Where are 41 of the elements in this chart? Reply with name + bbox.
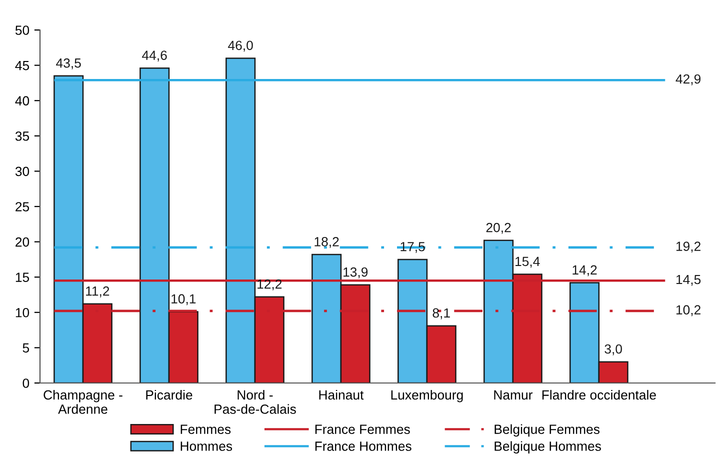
legend-label: France Hommes	[315, 442, 412, 451]
data-label: 13,9	[344, 267, 368, 278]
data-label: 8,1	[432, 308, 450, 320]
text: 10,2	[676, 305, 700, 316]
data-label: 11,2	[86, 286, 110, 298]
data-label: 20,2	[486, 222, 511, 234]
legend-label: Hommes	[180, 442, 232, 451]
y-tick-label: 0	[22, 378, 30, 388]
legend-label: Belgique Hommes	[494, 441, 601, 454]
data-label: 46,0	[228, 40, 253, 52]
legend-label: Femmes	[180, 424, 231, 434]
x-tick-label: Luxembourg	[391, 390, 463, 402]
data-label: 44,6	[142, 50, 167, 62]
x-tick-label: Champagne - Ardenne	[44, 390, 122, 414]
data-label: 15,4	[516, 256, 540, 268]
x-tick-label: Namur	[494, 390, 533, 400]
data-label: 12,2	[258, 279, 282, 290]
data-label: 43,5	[56, 58, 81, 70]
y-tick-label: 5	[22, 343, 30, 353]
y-tick-label: 50	[15, 26, 30, 35]
data-label: 3,0	[604, 344, 622, 356]
text: 14,5	[676, 274, 701, 286]
x-tick-label: Nord - Pas-de-Calais	[214, 390, 296, 414]
x-tick-label: Hainaut	[319, 390, 364, 400]
legend-label: France Femmes	[315, 424, 410, 434]
text: 42,9	[676, 74, 700, 86]
data-label: 14,2	[572, 265, 597, 276]
data-label: 10,1	[172, 294, 196, 306]
y-tick-label: 35	[15, 131, 30, 141]
y-tick-label: 10	[16, 308, 30, 318]
y-tick-label: 20	[16, 237, 30, 247]
y-tick-label: 30	[15, 166, 30, 176]
legend-label: Belgique Femmes	[494, 424, 600, 437]
x-tick-label: Flandre occidentale	[542, 390, 656, 400]
y-tick-label: 45	[15, 61, 30, 70]
y-tick-label: 15	[16, 272, 30, 282]
text: 19,2	[676, 242, 700, 253]
y-tick-label: 25	[16, 202, 30, 212]
data-label: 18,2	[314, 237, 339, 248]
y-tick-label: 40	[15, 96, 30, 106]
x-tick-label: Picardie	[146, 390, 192, 400]
